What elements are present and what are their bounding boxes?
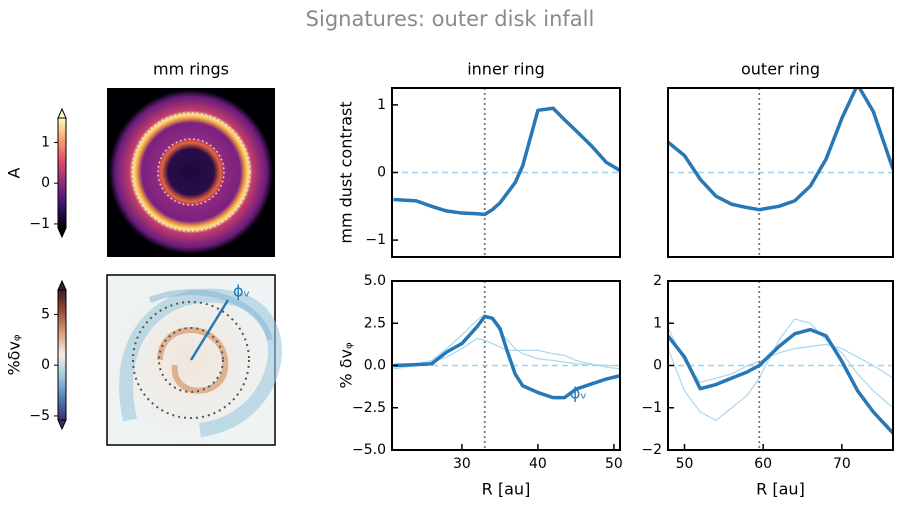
- annotation: ϕᵥ: [233, 282, 250, 301]
- tick-label: −2: [641, 442, 662, 458]
- tick-label: 2: [653, 273, 662, 289]
- mm-image: [107, 88, 275, 257]
- tick-label: −2.5: [352, 400, 386, 416]
- tick-label: −1: [641, 400, 662, 416]
- data-line: [393, 106, 620, 217]
- data-line: [668, 88, 893, 212]
- colorbar-extend: [57, 279, 67, 291]
- colorbar-extend: [57, 227, 67, 239]
- axes-frame: [667, 87, 894, 258]
- background-line: [393, 314, 620, 367]
- tick-label: −1: [365, 232, 386, 248]
- tick-label: −5.0: [352, 442, 386, 458]
- velocity-image: [106, 274, 282, 446]
- x-axis-label: R [au]: [756, 480, 805, 499]
- tick-label: 40: [529, 456, 547, 472]
- tick-label: 0: [377, 165, 386, 181]
- panel-title: inner ring: [467, 60, 545, 79]
- x-axis-label: R [au]: [482, 480, 531, 499]
- colorbar-label: %δvᵩ: [5, 334, 24, 375]
- colorbar: [57, 289, 67, 421]
- tick-label: −5: [29, 408, 50, 424]
- background-line: [668, 327, 893, 383]
- tick-label: −1: [29, 216, 50, 232]
- panel-title: outer ring: [741, 60, 820, 79]
- tick-label: 50: [676, 456, 694, 472]
- colorbar: [57, 117, 67, 229]
- tick-label: 1: [41, 134, 50, 150]
- tick-label: 60: [754, 456, 772, 472]
- tick-label: 70: [833, 456, 851, 472]
- tick-label: 0: [41, 175, 50, 191]
- tick-label: 5: [41, 306, 50, 322]
- data-line: [393, 314, 620, 400]
- colorbar-label: A: [5, 167, 24, 178]
- data-line: [668, 327, 893, 435]
- annotation: ϕᵥ: [570, 384, 587, 403]
- background-line: [668, 318, 893, 422]
- tick-label: 0: [41, 357, 50, 373]
- tick-label: 1: [377, 97, 386, 113]
- tick-label: 50: [605, 456, 623, 472]
- tick-label: 30: [453, 456, 471, 472]
- tick-label: 5.0: [364, 273, 386, 289]
- tick-label: 2.5: [364, 315, 386, 331]
- tick-label: 1: [653, 315, 662, 331]
- tick-label: 0.0: [364, 358, 386, 374]
- colorbar-extend: [57, 107, 67, 119]
- colorbar-extend: [57, 419, 67, 431]
- panel-title: mm rings: [153, 60, 229, 79]
- figure-title: Signatures: outer disk infall: [306, 7, 595, 31]
- tick-label: 0: [653, 358, 662, 374]
- y-axis-label: % δvᵩ: [337, 342, 356, 389]
- y-axis-label: mm dust contrast: [337, 101, 356, 243]
